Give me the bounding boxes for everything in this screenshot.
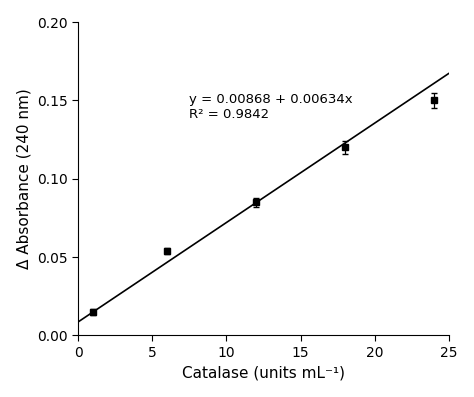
Text: y = 0.00868 + 0.00634x
R² = 0.9842: y = 0.00868 + 0.00634x R² = 0.9842 <box>190 93 353 121</box>
X-axis label: Catalase (units mL⁻¹): Catalase (units mL⁻¹) <box>182 365 345 380</box>
Y-axis label: Δ Absorbance (240 nm): Δ Absorbance (240 nm) <box>17 89 32 269</box>
